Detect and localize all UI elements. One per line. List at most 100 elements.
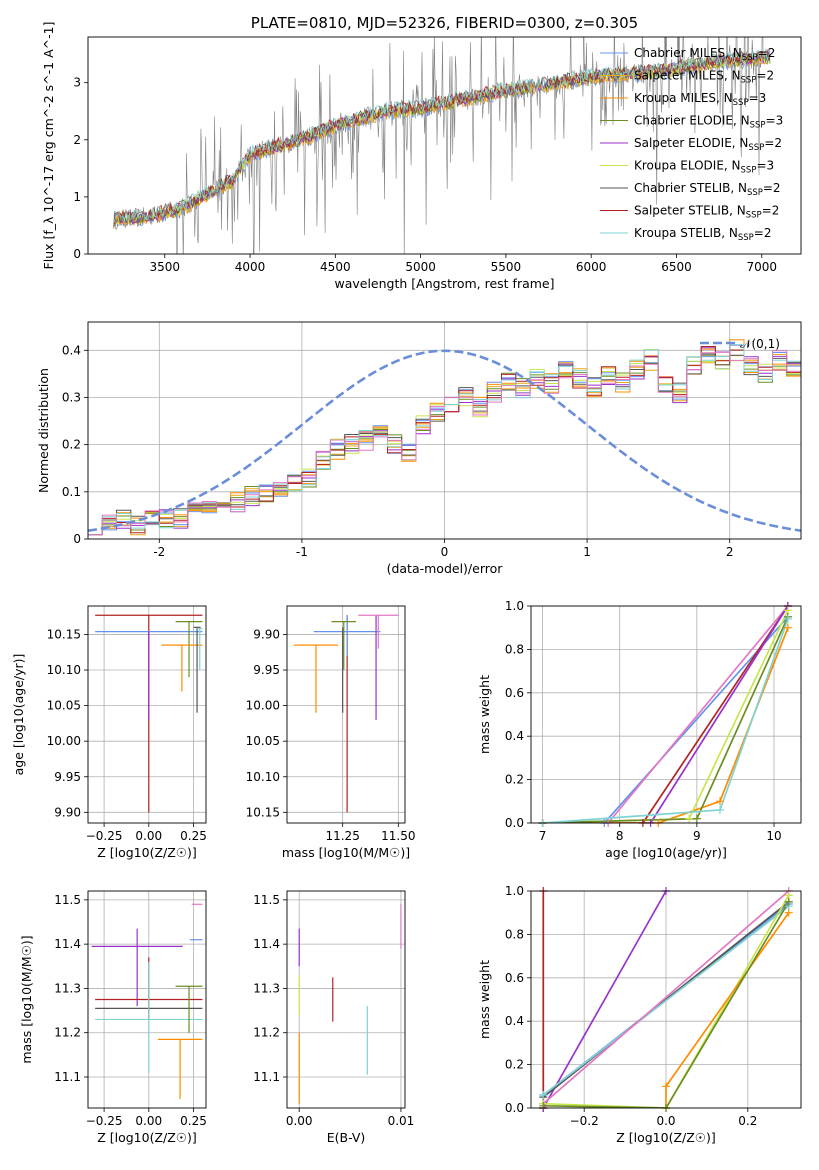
- x-tick-label: 6000: [576, 260, 607, 274]
- mass-weight-line-8: [543, 901, 790, 1108]
- x-tick-label: -2: [153, 545, 165, 559]
- y-tick-label: 0.8: [505, 927, 524, 941]
- y-tick-label: 11.4: [54, 937, 81, 951]
- x-tick-label: 7: [539, 829, 547, 843]
- y-tick-label: 10.15: [47, 627, 81, 641]
- y-tick-label: 0.3: [62, 390, 81, 404]
- x-tick-label: 5000: [405, 260, 436, 274]
- y-tick-label: 11.3: [253, 981, 280, 995]
- axes-frame: [87, 890, 207, 1109]
- y-tick-label: 0.2: [62, 438, 81, 452]
- legend-subscript: SSP: [746, 211, 762, 221]
- legend-label: Kroupa STELIB, NSSP=2: [634, 226, 772, 243]
- x-axis-label: Z [log10(Z/Z☉)]: [97, 1130, 197, 1145]
- x-tick-label: 1: [583, 545, 591, 559]
- x-tick-label: 0.00: [286, 1114, 313, 1128]
- legend-label: Salpeter ELODIE, NSSP=2: [634, 136, 782, 153]
- axes-frame: [530, 605, 802, 824]
- y-tick-label: 10.10: [47, 663, 81, 677]
- x-axis-label: age [log10(age/yr)]: [605, 845, 727, 860]
- x-tick-label: 8: [616, 829, 624, 843]
- mass-vs-metallicity-panel: −0.25 0.00 0.25 11.1 11.2 11.3 11.4 11.5 Z [log1…: [19, 890, 207, 1145]
- mass-weight-line-3: [542, 606, 789, 823]
- y-tick-label: 11.4: [253, 937, 280, 951]
- x-tick-label: 5500: [491, 260, 522, 274]
- y-tick-label: 0.4: [505, 729, 524, 743]
- x-tick-label: 11.50: [381, 829, 415, 843]
- y-tick-label: 0: [73, 532, 81, 546]
- axes-frame: [87, 605, 207, 824]
- legend-suffix: =2: [762, 204, 780, 218]
- x-tick-label: 4500: [320, 260, 351, 274]
- legend-suffix: =2: [756, 69, 774, 83]
- plus-marker: [539, 1090, 548, 1099]
- x-tick-label: −0.25: [86, 1114, 123, 1128]
- plus-marker: [716, 805, 724, 814]
- legend-subscript: SSP: [733, 98, 749, 108]
- y-tick-label: 10.05: [246, 734, 280, 748]
- y-axis-label: Normed distribution: [36, 368, 51, 493]
- age-vs-mass-panel: 11.25 11.50 10.15 10.10 10.05 10.00 9.95 9.90 ma…: [246, 605, 416, 860]
- legend-subscript: SSP: [741, 76, 757, 86]
- y-tick-label: 9.95: [253, 663, 280, 677]
- legend-label: Chabrier ELODIE, NSSP=3: [634, 114, 783, 131]
- y-tick-label: 10.00: [246, 699, 280, 713]
- legend-label: Kroupa ELODIE, NSSP=3: [634, 159, 774, 176]
- y-tick-label: 11.5: [253, 893, 280, 907]
- legend-suffix: =3: [756, 159, 774, 173]
- legend: Chabrier MILES, NSSP=2 Salpeter MILES, NS…: [600, 46, 783, 243]
- x-tick-label: −0.25: [86, 829, 123, 843]
- plus-marker: [784, 897, 793, 906]
- y-tick-label: 1.0: [505, 884, 524, 898]
- histogram-step-8: [88, 344, 801, 536]
- plus-marker: [685, 814, 694, 823]
- mass-weight-line-0: [542, 616, 789, 823]
- model-line-7: [113, 48, 771, 225]
- x-tick-label: 0.0: [656, 1114, 675, 1128]
- plus-marker: [539, 1101, 548, 1110]
- legend-suffix: =2: [754, 226, 772, 240]
- legend-subscript: SSP: [747, 188, 763, 198]
- plot-area: [287, 891, 405, 1108]
- x-tick-label: 7000: [746, 260, 777, 274]
- massweight-vs-age-panel: 7 8 9 10 0.0 0.2 0.4 0.6 0.8 1.0 age [log10(age/yr…: [477, 599, 802, 860]
- plus-marker: [783, 623, 792, 632]
- plot-area: [287, 606, 405, 823]
- y-tick-label: 0.4: [62, 343, 81, 357]
- x-tick-label: 2: [726, 545, 734, 559]
- axes-frame: [87, 36, 802, 255]
- x-tick-label: 0.25: [180, 829, 207, 843]
- legend-suffix: =3: [766, 114, 784, 128]
- legend-subscript: SSP: [750, 121, 766, 131]
- x-axis-label: E(B-V): [327, 1130, 366, 1145]
- y-tick-label: 10.15: [246, 805, 280, 819]
- x-tick-label: 6500: [661, 260, 692, 274]
- plus-marker: [662, 1082, 670, 1091]
- age-vs-metallicity-panel: −0.25 0.00 0.25 9.90 9.95 10.00 10.05 10.10 10.1…: [11, 605, 207, 860]
- y-tick-label: 10.00: [47, 734, 81, 748]
- x-tick-label: −0.2: [570, 1114, 599, 1128]
- legend-label: Chabrier STELIB, NSSP=2: [634, 181, 781, 198]
- y-axis-label: mass weight: [477, 960, 492, 1039]
- legend-label: Salpeter MILES, NSSP=2: [634, 69, 774, 86]
- mass-weight-line-4: [542, 905, 790, 1096]
- axes-frame: [286, 890, 406, 1109]
- spectrum-panel: 3500 4000 4500 5000 5500 6000 6500 7000 0 1 2 3 wave…: [41, 14, 802, 291]
- x-axis-label: Z [log10(Z/Z☉)]: [616, 1130, 716, 1145]
- y-tick-label: 0.2: [505, 1058, 524, 1072]
- y-tick-label: 11.2: [54, 1026, 81, 1040]
- y-tick-label: 2: [73, 133, 81, 147]
- legend-suffix: =2: [764, 136, 782, 150]
- y-tick-label: 10.10: [246, 770, 280, 784]
- axes-frame: [530, 890, 802, 1109]
- plot-area: [531, 891, 801, 1108]
- plot-area: [113, 37, 771, 254]
- plus-marker: [783, 615, 792, 624]
- x-tick-label: 9: [693, 829, 701, 843]
- mass-weight-line-5: [542, 891, 790, 1105]
- x-axis-label: mass [log10(M/M☉)]: [282, 845, 410, 860]
- y-tick-label: 9.90: [54, 805, 81, 819]
- histogram-step-1: [88, 339, 801, 536]
- y-tick-label: 11.1: [253, 1070, 280, 1084]
